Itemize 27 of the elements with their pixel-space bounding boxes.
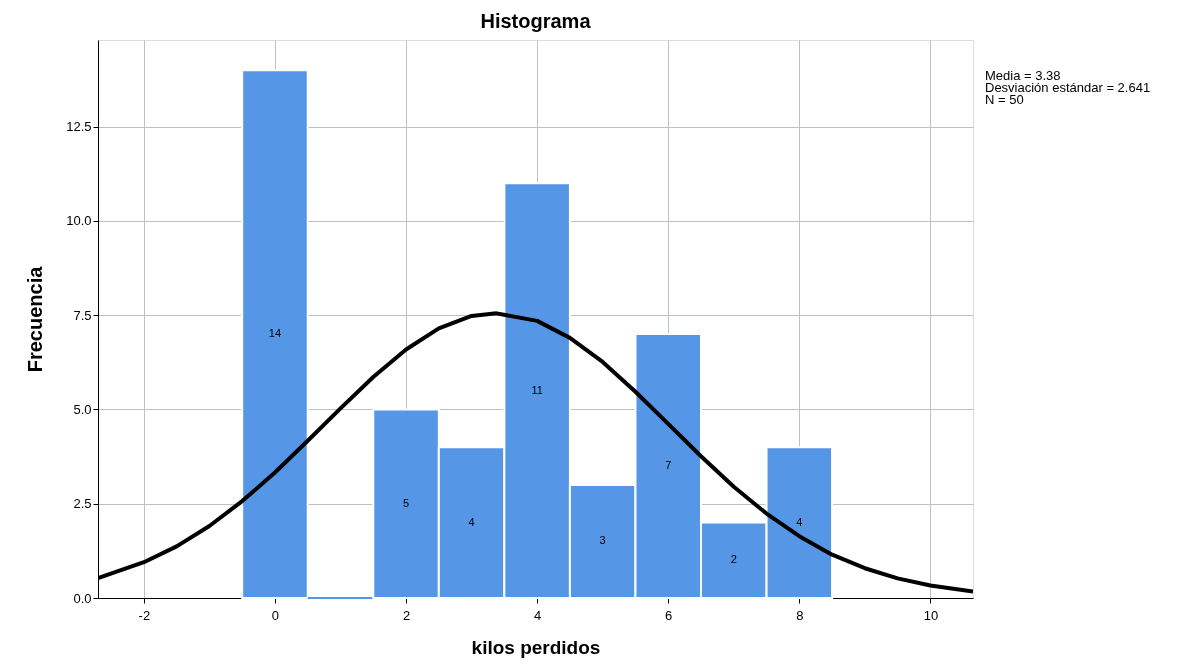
data-label: 11 [531,383,543,396]
data-label: 5 [402,496,410,509]
text: Media = 3.38 [985,68,1061,83]
y-tick-label: 0.0 [73,590,92,606]
y-tick-label: 10.0 [66,213,92,229]
chart-title: Histograma [480,10,592,32]
y-tick-label: 12.5 [66,119,92,135]
x-tick-label: 2 [402,607,411,623]
x-tick-label: -2 [138,607,151,623]
x-tick-label: 4 [534,607,542,623]
x-tick-label: 8 [796,607,804,623]
data-label: 14 [268,327,282,340]
x-tick-label: 6 [665,607,673,623]
x-tick-label: 0 [271,607,280,623]
data-label: 4 [468,515,475,528]
y-axis-title: Frecuencia [24,265,47,373]
y-tick-label: 2.5 [73,496,92,512]
data-label: 3 [599,534,606,547]
x-tick-label: 10 [923,607,939,623]
data-label: 4 [796,515,803,528]
text: Desviación estándar = 2.641 [985,80,1151,95]
data-label: 2 [730,553,737,566]
y-tick-label: 7.5 [73,307,92,323]
x-axis-title: kilos perdidos [471,636,601,658]
data-label: 7 [665,459,672,472]
y-tick-label: 5.0 [73,401,92,417]
text: N = 50 [985,92,1024,107]
